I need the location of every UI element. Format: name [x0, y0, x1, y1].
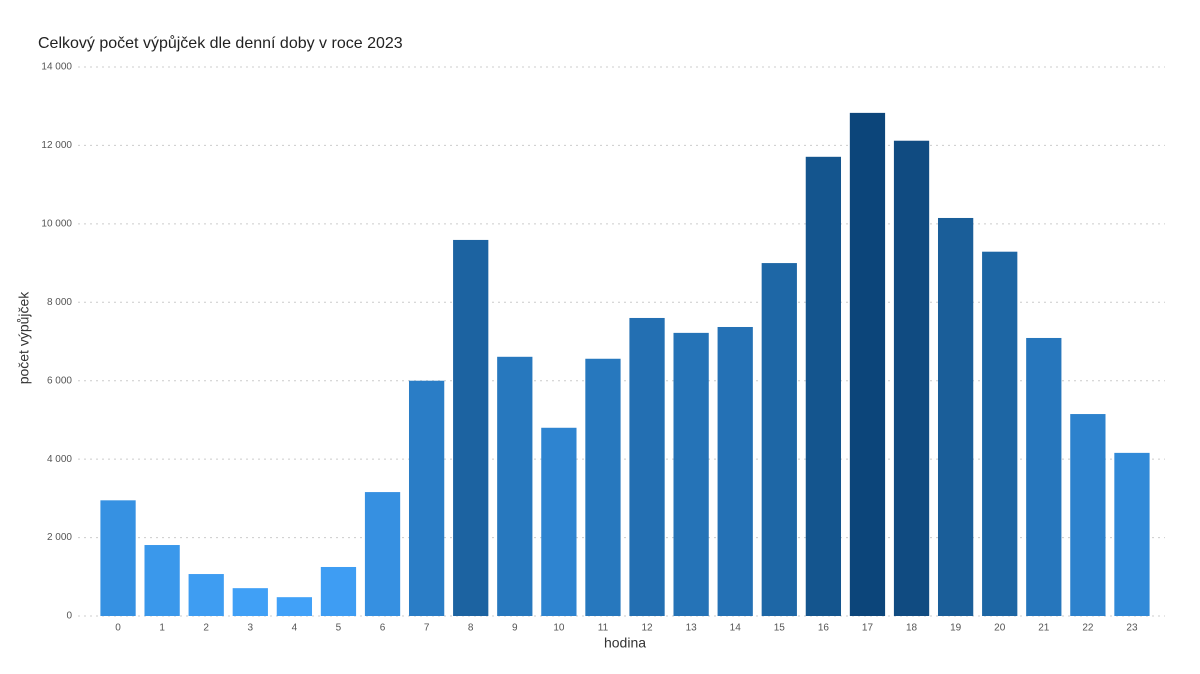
bar [188, 574, 224, 616]
x-tick-label: 9 [512, 623, 518, 634]
y-tick-label: 4 000 [47, 454, 72, 465]
bar [408, 380, 445, 616]
bar [497, 356, 533, 616]
x-tick-label: 6 [380, 623, 386, 634]
x-tick-label: 5 [336, 623, 342, 634]
x-tick-label: 22 [1082, 623, 1094, 634]
bar [541, 427, 577, 616]
y-tick-label: 8 000 [47, 297, 72, 308]
bar [144, 545, 180, 616]
bar [1114, 452, 1150, 616]
bar [232, 588, 268, 616]
x-tick-label: 20 [994, 623, 1006, 634]
x-tick-label: 3 [248, 623, 254, 634]
x-tick-label: 21 [1038, 623, 1050, 634]
x-tick-label: 23 [1126, 623, 1138, 634]
y-tick-label: 6 000 [47, 375, 72, 386]
x-tick-label: 7 [424, 623, 430, 634]
bar [1026, 337, 1062, 616]
chart-title: Celkový počet výpůjček dle denní doby v … [38, 34, 403, 52]
y-tick-label: 2 000 [47, 532, 72, 543]
y-tick-label: 14 000 [41, 62, 72, 73]
y-axis-label: počet výpůjček [16, 291, 32, 385]
x-tick-label: 0 [115, 623, 121, 634]
x-tick-label: 19 [950, 623, 962, 634]
x-tick-label: 16 [818, 623, 830, 634]
x-tick-label: 1 [159, 623, 165, 634]
bar [1070, 414, 1106, 616]
bar [673, 332, 709, 616]
x-tick-label: 4 [292, 623, 298, 634]
x-tick-label: 2 [203, 623, 209, 634]
y-tick-label: 0 [66, 611, 72, 622]
y-tick-label: 12 000 [41, 140, 72, 151]
bar [761, 263, 797, 616]
bar [100, 500, 136, 616]
x-tick-label: 12 [641, 623, 653, 634]
bar [453, 239, 489, 616]
y-tick-label: 10 000 [41, 218, 72, 229]
x-tick-label: 17 [862, 623, 874, 634]
bar [585, 358, 621, 616]
bar [717, 326, 753, 616]
bar [805, 156, 842, 616]
bar [937, 217, 974, 616]
bar [320, 566, 357, 616]
bar [364, 492, 401, 616]
x-tick-label: 15 [774, 623, 786, 634]
bar [629, 317, 665, 616]
bar [849, 112, 886, 617]
x-axis-label: hodina [604, 635, 646, 651]
bar [276, 597, 313, 616]
x-tick-label: 8 [468, 623, 474, 634]
x-tick-label: 18 [906, 623, 918, 634]
x-tick-label: 14 [730, 623, 742, 634]
bar [982, 251, 1018, 616]
x-tick-label: 10 [553, 623, 565, 634]
x-tick-label: 11 [598, 623, 609, 634]
bar [893, 140, 930, 617]
x-tick-label: 13 [686, 623, 698, 634]
